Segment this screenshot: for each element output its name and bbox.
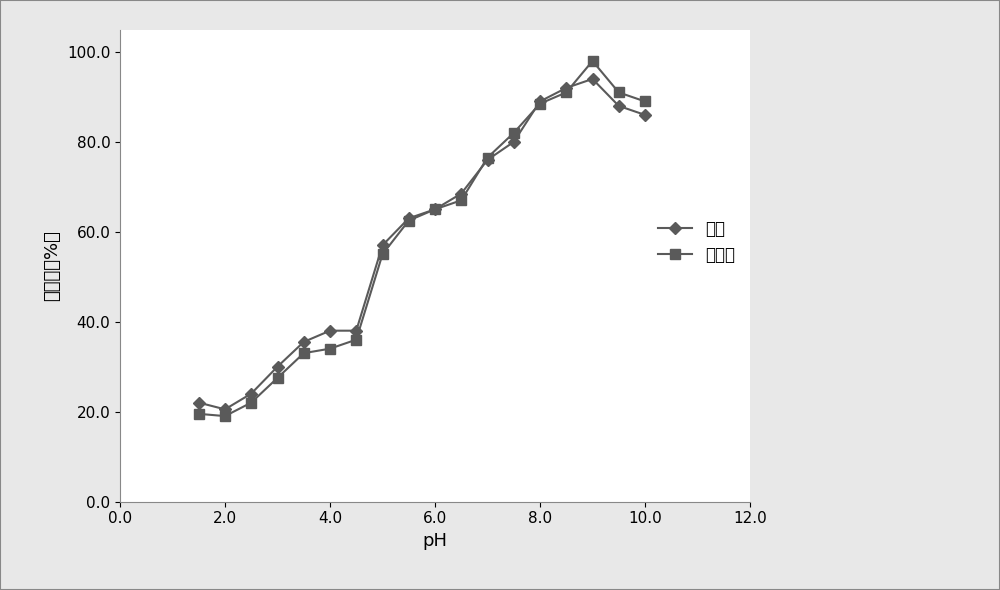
- Legend: 苯胺, 联苯胺: 苯胺, 联苯胺: [652, 213, 742, 271]
- 联苯胺: [193, 410, 205, 417]
- 联苯胺: [376, 251, 388, 258]
- 苯胺: [429, 206, 441, 213]
- 联苯胺: [455, 197, 467, 204]
- Y-axis label: 吸收率（%）: 吸收率（%）: [43, 230, 61, 301]
- 苯胺: [324, 327, 336, 334]
- 联苯胺: [586, 57, 598, 64]
- 联苯胺: [403, 217, 415, 224]
- 苯胺: [482, 156, 494, 163]
- 苯胺: [272, 363, 284, 370]
- 联苯胺: [324, 345, 336, 352]
- 联苯胺: [298, 350, 310, 357]
- 联苯胺: [245, 399, 257, 406]
- 苯胺: [350, 327, 362, 334]
- 联苯胺: [350, 336, 362, 343]
- 联苯胺: [482, 154, 494, 161]
- 联苯胺: [560, 89, 572, 96]
- 联苯胺: [534, 100, 546, 107]
- Line: 苯胺: 苯胺: [195, 75, 649, 414]
- 苯胺: [245, 390, 257, 397]
- 苯胺: [219, 406, 231, 413]
- 苯胺: [298, 339, 310, 346]
- 苯胺: [376, 242, 388, 249]
- 联苯胺: [272, 374, 284, 381]
- 苯胺: [613, 103, 625, 110]
- 联苯胺: [219, 412, 231, 419]
- 苯胺: [508, 138, 520, 145]
- 联苯胺: [508, 129, 520, 136]
- 苯胺: [534, 98, 546, 105]
- 苯胺: [639, 112, 651, 119]
- X-axis label: pH: pH: [422, 532, 448, 550]
- 苯胺: [586, 76, 598, 83]
- Line: 联苯胺: 联苯胺: [194, 56, 650, 421]
- 苯胺: [455, 190, 467, 197]
- 苯胺: [560, 84, 572, 91]
- 联苯胺: [429, 206, 441, 213]
- 苯胺: [403, 215, 415, 222]
- 苯胺: [193, 399, 205, 406]
- 联苯胺: [639, 98, 651, 105]
- 联苯胺: [613, 89, 625, 96]
